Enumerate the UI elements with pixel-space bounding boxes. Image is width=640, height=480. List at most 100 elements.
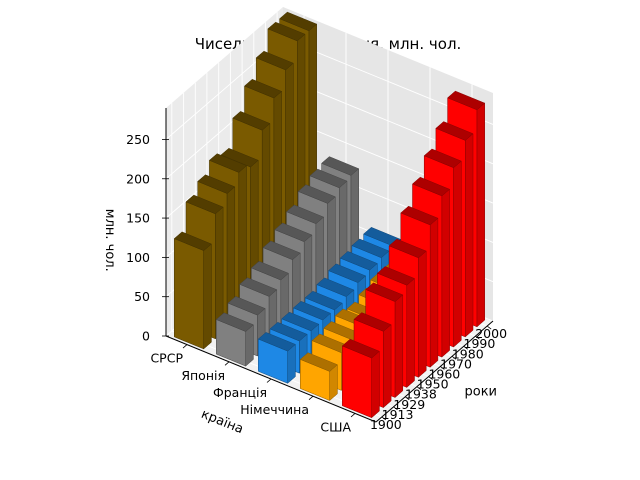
bar-top-face: [279, 11, 317, 32]
bar-top-face: [281, 311, 320, 332]
bar-top-face: [251, 261, 289, 281]
axis-lines: [162, 108, 494, 423]
bar-top-face: [269, 322, 308, 342]
bar-side-face: [371, 351, 380, 418]
x-tick-mark: [350, 413, 356, 418]
z-tick-label: 200: [126, 171, 150, 186]
z-axis-label: млн. чол.: [102, 209, 117, 272]
bar-top-face: [244, 79, 282, 99]
country-tick-label: Франція: [213, 385, 267, 400]
bar-top-face: [412, 176, 450, 197]
bar-top-face: [220, 148, 259, 168]
bar-top-face: [232, 111, 271, 131]
y-tick-mark: [405, 396, 410, 401]
bar-side-face: [383, 324, 392, 408]
y-tick-mark: [451, 356, 457, 360]
year-tick-label: 1960: [428, 366, 460, 381]
year-tick-label: 1938: [405, 387, 437, 402]
country-tick-label: Німеччина: [240, 402, 309, 417]
bar-top-face: [388, 238, 427, 259]
bar-top-face: [328, 263, 366, 283]
bar-top-face: [293, 301, 331, 321]
year-tick-label: 2000: [475, 326, 507, 341]
year-tick-label: 1970: [440, 356, 472, 371]
y-tick-mark: [475, 335, 480, 340]
bar-top-face: [342, 338, 380, 359]
y-tick-mark: [486, 325, 492, 330]
bar-top-face: [286, 204, 324, 224]
bar-top-face: [316, 277, 355, 297]
bar-side-face: [203, 243, 212, 350]
bar-top-face: [447, 90, 485, 111]
bar-top-face: [423, 148, 462, 168]
bar-top-face: [258, 332, 296, 352]
bar-top-face: [400, 205, 439, 226]
bar: [258, 332, 296, 384]
x-axis-label: країна: [199, 407, 246, 437]
y-tick-mark: [416, 386, 422, 390]
tick-labels: 0 50 100 150 200 250 СРСР Японія Франція Німеччин…: [126, 132, 507, 434]
y-tick-mark: [393, 406, 398, 411]
bar-top-face: [197, 174, 236, 194]
bar-side-face: [245, 324, 254, 367]
y-tick-mark: [428, 376, 433, 380]
z-tick-label: 100: [126, 250, 150, 265]
bar-top-face: [304, 290, 343, 311]
bar-top-face: [209, 153, 247, 173]
bar-top-face: [274, 222, 313, 242]
y-axis-label: роки: [465, 385, 498, 400]
bar-side-face: [394, 294, 404, 398]
bar-side-face: [465, 133, 474, 338]
bar-top-face: [216, 312, 254, 332]
year-tick-label: 1950: [417, 377, 449, 392]
bar-side-face: [406, 278, 415, 388]
z-tick-label: 250: [126, 132, 150, 147]
bar: [300, 352, 338, 401]
bar-top-face: [185, 194, 224, 215]
y-tick-mark: [463, 345, 468, 350]
bar-top-face: [321, 156, 359, 176]
bar-side-face: [453, 160, 462, 348]
bar-top-face: [377, 266, 415, 286]
z-tick-label: 0: [142, 329, 150, 344]
y-tick-mark: [381, 416, 387, 421]
bar-top-face: [255, 50, 294, 71]
bar-top-face: [353, 312, 392, 332]
bar: [342, 338, 380, 418]
bar-top-face: [262, 240, 301, 260]
bar-top-face: [435, 121, 474, 141]
bar-side-face: [476, 102, 485, 328]
bar-top-face: [300, 352, 338, 372]
bar-top-face: [297, 184, 336, 204]
bars: [174, 11, 485, 418]
year-tick-label: 1900: [370, 417, 402, 432]
z-tick-label: 50: [134, 289, 150, 304]
bar: [174, 231, 212, 350]
y-tick-mark: [440, 366, 445, 370]
x-tick-mark: [182, 344, 188, 349]
y-axis-line: [375, 320, 494, 423]
x-tick-mark: [224, 361, 230, 366]
bar-side-face: [418, 250, 427, 378]
country-tick-label: Японія: [181, 368, 225, 383]
country-tick-label: США: [320, 419, 351, 434]
bar-side-face: [441, 189, 450, 358]
country-tick-label: СРСР: [150, 351, 183, 366]
bar-top-face: [309, 168, 348, 189]
x-tick-mark: [266, 378, 272, 383]
year-tick-label: 1913: [382, 407, 414, 422]
bar-front-face: [342, 345, 372, 418]
year-tick-label: 1929: [393, 397, 425, 412]
bar-top-face: [227, 296, 266, 316]
bar-top-face: [174, 231, 212, 251]
bar-top-face: [365, 282, 404, 302]
bar-front-face: [174, 238, 204, 350]
x-tick-mark: [308, 395, 314, 401]
bar-top-face: [339, 251, 378, 271]
bar-top-face: [267, 21, 306, 42]
bar-top-face: [239, 277, 278, 297]
bar-side-face: [429, 217, 439, 368]
year-tick-label: 1980: [452, 346, 484, 361]
